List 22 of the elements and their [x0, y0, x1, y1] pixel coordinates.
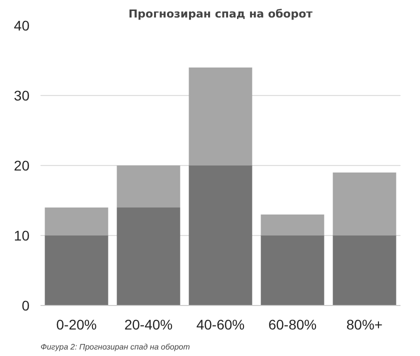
y-tick-label: 30: [14, 88, 30, 104]
text: Фигура 2: Прогнозиран спад на оборот: [40, 342, 190, 352]
bar: [188, 68, 252, 166]
bar: [260, 214, 324, 236]
bar: [332, 172, 396, 236]
y-tick-label: 10: [14, 228, 30, 244]
x-tick-label: 0-20%: [56, 316, 97, 332]
bar: [116, 166, 180, 208]
chart-title: Прогнозиран спад на оборот: [128, 8, 314, 20]
bar: [44, 208, 108, 236]
bar: [44, 236, 108, 306]
x-tick-label: 80%+: [346, 316, 383, 332]
bar: [188, 166, 252, 306]
bar: [332, 236, 396, 306]
y-tick-label: 0: [22, 298, 30, 314]
y-tick-label: 40: [14, 18, 30, 34]
bar: [260, 236, 324, 306]
x-tick-label: 60-80%: [268, 316, 317, 332]
bar: [116, 208, 180, 306]
x-tick-label: 20-40%: [124, 316, 173, 332]
y-tick-label: 20: [14, 158, 30, 174]
x-tick-label: 40-60%: [196, 316, 245, 332]
